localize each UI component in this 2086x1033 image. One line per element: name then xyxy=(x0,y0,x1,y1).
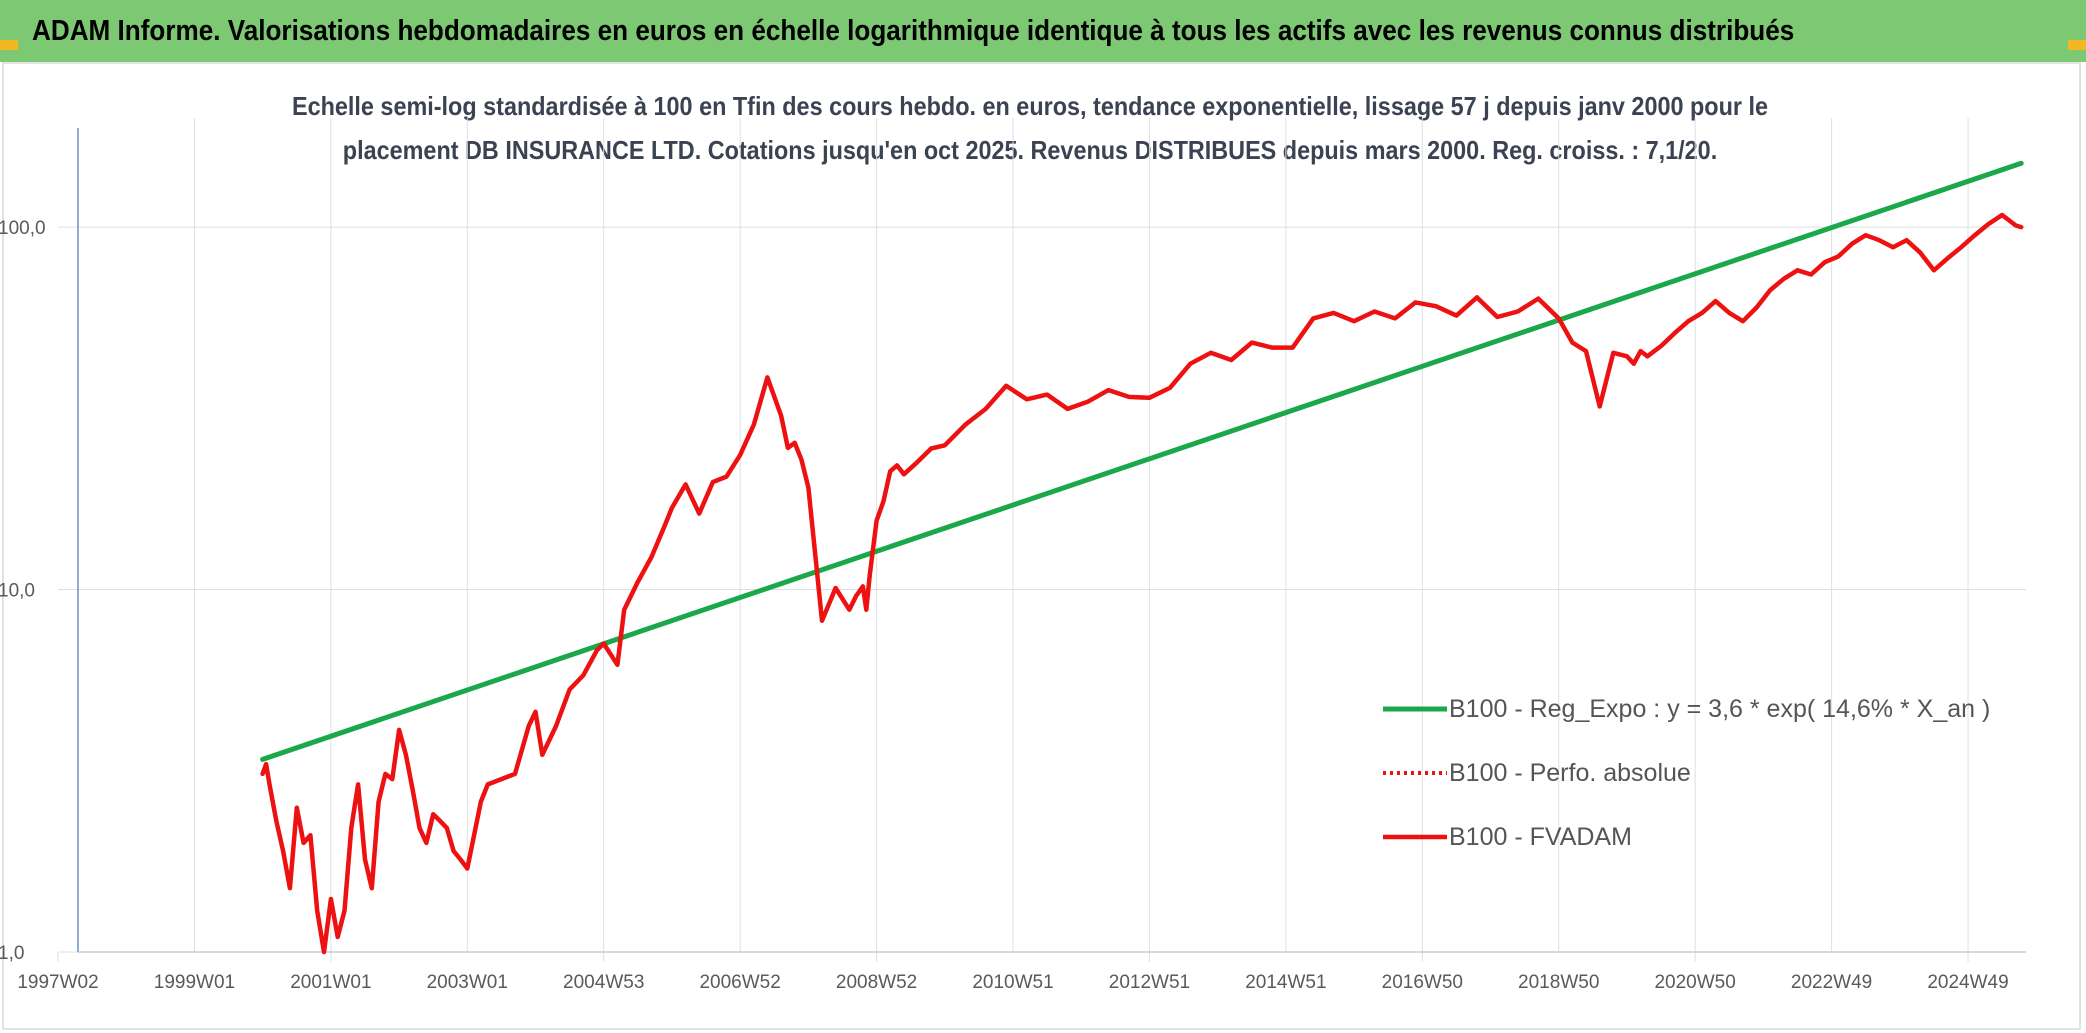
x-tick-label: 2008W52 xyxy=(836,972,917,993)
x-tick-label: 2012W51 xyxy=(1109,972,1190,993)
axis-layer: 1997W02 1999W01 2001W01 2003W01 2004W53 2006W… xyxy=(0,128,2026,993)
series-layer xyxy=(260,160,2024,955)
x-tick-label: 2010W51 xyxy=(972,972,1053,993)
chart-subtitle: Echelle semi-log standardisée à 100 en T… xyxy=(180,84,1880,172)
corner-accent-left xyxy=(0,40,18,50)
x-tick-label: 1999W01 xyxy=(154,972,235,993)
chart-subtitle-line-1: Echelle semi-log standardisée à 100 en T… xyxy=(291,91,1768,121)
series-fvadam-line xyxy=(260,212,2024,955)
legend-entry-0: B100 - Reg_Expo : y = 3,6 * exp( 14,6% *… xyxy=(1449,695,1990,723)
corner-accent-right xyxy=(2068,40,2086,50)
x-tick-label: 2016W50 xyxy=(1382,972,1463,993)
chart-frame xyxy=(2,62,2081,1030)
x-tick-label: 2004W53 xyxy=(563,972,644,993)
x-tick-label: 2001W01 xyxy=(290,972,371,993)
x-tick-label: 2014W51 xyxy=(1245,972,1326,993)
legend-entry-1: B100 - Perfo. absolue xyxy=(1449,759,1691,787)
legend-entry-2: B100 - FVADAM xyxy=(1449,823,1632,851)
legend: B100 - Reg_Expo : y = 3,6 * exp( 14,6% *… xyxy=(1383,695,1990,851)
x-tick-label: 2018W50 xyxy=(1518,972,1599,993)
series-regression-line xyxy=(260,160,2024,762)
chart-subtitle-line-2: placement DB INSURANCE LTD. Cotations ju… xyxy=(342,135,1718,165)
x-tick-label: 2006W52 xyxy=(699,972,780,993)
x-tick-label: 2003W01 xyxy=(427,972,508,993)
title-bar: ADAM Informe. Valorisations hebdomadaire… xyxy=(0,0,2086,62)
x-tick-label: 2022W49 xyxy=(1791,972,1872,993)
grid-layer xyxy=(57,118,2026,962)
x-tick-label: 2024W49 xyxy=(1927,972,2008,993)
y-tick-label: 1,0 xyxy=(0,943,24,964)
y-tick-label: 100,0 xyxy=(0,218,46,239)
page-title: ADAM Informe. Valorisations hebdomadaire… xyxy=(32,14,1795,47)
x-tick-label: 2020W50 xyxy=(1654,972,1735,993)
x-tick-label: 1997W02 xyxy=(17,972,98,993)
y-tick-label: 10,0 xyxy=(0,581,35,602)
